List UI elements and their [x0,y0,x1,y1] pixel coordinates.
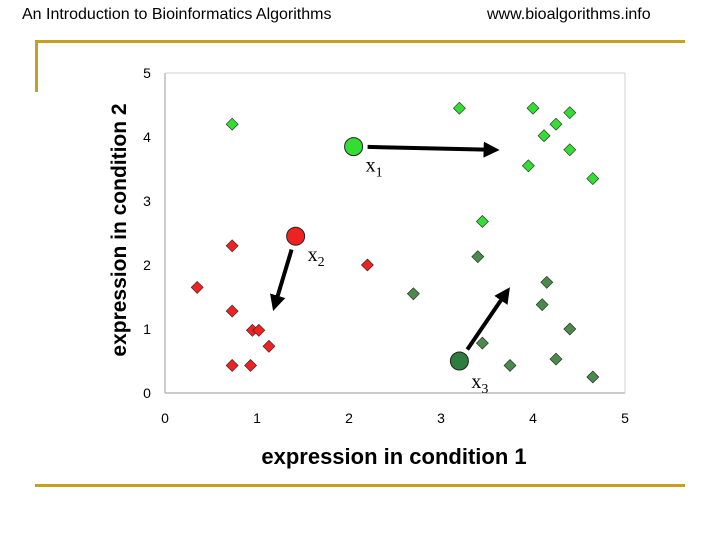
data-point [586,370,600,384]
data-point [549,117,563,131]
data-point [360,258,374,272]
data-point [586,172,600,186]
x-tick-label: 5 [621,410,629,426]
centroid-move-arrow [367,141,500,158]
x-tick-label: 2 [345,410,353,426]
header-url: www.bioalgorithms.info [487,6,651,23]
data-point [475,215,489,228]
top-rule [35,40,685,43]
y-tick-label: 5 [143,65,151,81]
data-point [471,250,485,264]
data-point [540,275,554,289]
data-point [225,117,239,131]
y-tick-label: 0 [143,385,151,401]
data-point [244,359,257,372]
x-axis-label: expression in condition 1 [261,444,526,469]
data-point [225,304,239,318]
y-tick-label: 4 [143,129,151,145]
x-tick-label: 0 [161,410,169,426]
y-axis-label: expression in condition 2 [108,103,131,356]
center-label: x3 [471,371,488,397]
data-point [521,159,535,173]
data-point [475,336,489,350]
header-title: An Introduction to Bioinformatics Algori… [22,6,332,23]
data-point [252,323,266,337]
x-tick-label: 3 [437,410,445,426]
data-point [563,106,577,120]
cluster-center [286,226,306,246]
data-point [535,298,549,312]
data-point [563,143,577,157]
data-point [406,287,420,301]
x-tick-label: 4 [529,410,537,426]
data-point [549,352,563,366]
center-label: x2 [308,244,325,270]
y-tick-label: 3 [143,193,151,209]
y-tick-label: 1 [143,321,151,337]
x-tick-label: 1 [253,410,261,426]
data-point [503,359,517,372]
data-point [190,280,204,294]
centroid-move-arrow [465,287,510,351]
cluster-center [344,137,364,157]
bottom-rule [35,484,685,487]
centroid-move-arrow [270,249,294,312]
data-point [537,129,551,143]
cluster-center [449,351,469,371]
left-rule [35,40,38,92]
data-point [526,101,540,115]
center-label: x1 [366,155,383,181]
plot-area: 0 1 2 3 4 5 0 1 2 3 4 5 x1 x2 x3 [143,65,629,426]
data-point [225,359,239,372]
data-point [262,339,276,353]
y-tick-label: 2 [143,257,151,273]
data-point [563,322,577,336]
data-point [225,239,239,253]
data-point [452,101,466,115]
